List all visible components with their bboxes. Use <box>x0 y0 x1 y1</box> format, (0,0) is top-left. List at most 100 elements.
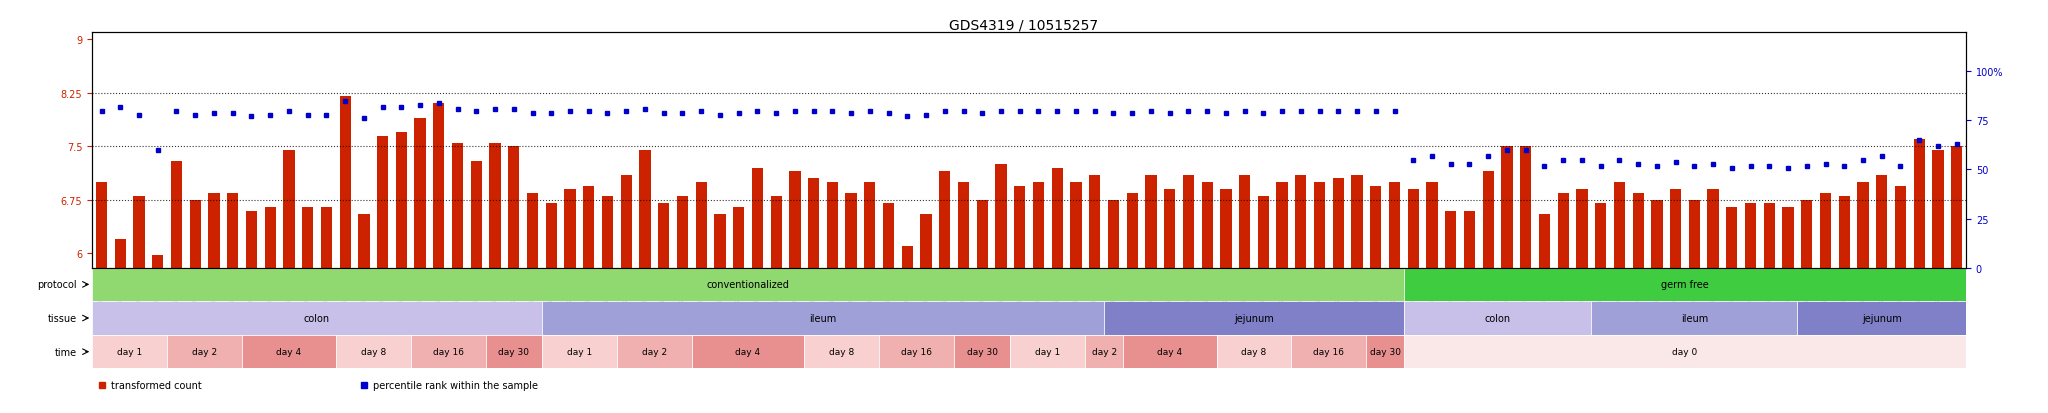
Bar <box>1425 183 1438 268</box>
FancyBboxPatch shape <box>168 335 242 369</box>
Bar <box>977 200 987 268</box>
Bar <box>1126 193 1139 268</box>
Bar <box>809 179 819 268</box>
Text: day 16: day 16 <box>1313 347 1343 356</box>
Bar <box>1276 183 1288 268</box>
FancyBboxPatch shape <box>1122 335 1217 369</box>
Bar <box>733 207 743 268</box>
Bar <box>1202 183 1212 268</box>
Bar <box>940 172 950 268</box>
Bar <box>1538 214 1550 268</box>
Bar <box>246 211 258 268</box>
FancyBboxPatch shape <box>242 335 336 369</box>
Text: colon: colon <box>303 313 330 323</box>
FancyBboxPatch shape <box>1798 301 1966 335</box>
Bar <box>639 150 651 268</box>
Bar <box>1370 186 1382 268</box>
FancyBboxPatch shape <box>1085 335 1122 369</box>
Text: day 2: day 2 <box>193 347 217 356</box>
Bar <box>1257 197 1270 268</box>
Text: day 30: day 30 <box>498 347 528 356</box>
Text: germ free: germ free <box>1661 280 1708 290</box>
Bar <box>1782 207 1794 268</box>
Bar <box>864 183 874 268</box>
Bar <box>995 165 1008 268</box>
Bar <box>1876 176 1888 268</box>
Bar <box>920 214 932 268</box>
Text: GDS4319 / 10515257: GDS4319 / 10515257 <box>950 19 1098 33</box>
Bar <box>1708 190 1718 268</box>
FancyBboxPatch shape <box>954 335 1010 369</box>
Bar <box>1839 197 1849 268</box>
Bar <box>322 207 332 268</box>
Text: transformed count: transformed count <box>111 380 201 390</box>
Text: tissue: tissue <box>47 313 78 323</box>
Bar <box>1163 190 1176 268</box>
Bar <box>434 104 444 268</box>
FancyBboxPatch shape <box>879 335 954 369</box>
Bar <box>170 161 182 268</box>
Bar <box>770 197 782 268</box>
Bar <box>883 204 895 268</box>
Bar <box>377 136 389 268</box>
Bar <box>453 143 463 268</box>
Text: day 1: day 1 <box>117 347 141 356</box>
Bar <box>1690 200 1700 268</box>
Bar <box>657 204 670 268</box>
Bar <box>1669 190 1681 268</box>
Bar <box>283 150 295 268</box>
Bar <box>1763 204 1776 268</box>
Bar <box>115 240 125 268</box>
FancyBboxPatch shape <box>692 335 805 369</box>
Bar <box>1970 190 1980 268</box>
Bar <box>1520 147 1532 268</box>
Bar <box>602 197 612 268</box>
Bar <box>1333 179 1343 268</box>
Bar <box>1952 147 1962 268</box>
Text: day 1: day 1 <box>1034 347 1061 356</box>
Bar <box>715 214 725 268</box>
FancyBboxPatch shape <box>616 335 692 369</box>
Bar <box>1821 193 1831 268</box>
FancyBboxPatch shape <box>1591 301 1798 335</box>
FancyBboxPatch shape <box>543 335 616 369</box>
Bar <box>1632 193 1645 268</box>
FancyBboxPatch shape <box>1366 335 1405 369</box>
Bar <box>1446 211 1456 268</box>
Text: day 4: day 4 <box>276 347 301 356</box>
Bar <box>545 204 557 268</box>
Bar <box>1933 150 1944 268</box>
Bar <box>1389 183 1401 268</box>
Bar <box>301 207 313 268</box>
Bar <box>395 133 408 268</box>
FancyBboxPatch shape <box>1010 335 1085 369</box>
FancyBboxPatch shape <box>336 335 412 369</box>
Bar <box>584 186 594 268</box>
Bar <box>788 172 801 268</box>
Bar <box>1294 176 1307 268</box>
Text: day 30: day 30 <box>967 347 997 356</box>
Bar <box>96 183 106 268</box>
FancyBboxPatch shape <box>485 335 543 369</box>
Text: ileum: ileum <box>809 313 838 323</box>
Bar <box>846 193 856 268</box>
FancyBboxPatch shape <box>1104 301 1405 335</box>
Bar <box>1352 176 1362 268</box>
FancyBboxPatch shape <box>543 301 1104 335</box>
Bar <box>471 161 481 268</box>
FancyBboxPatch shape <box>92 301 543 335</box>
Bar <box>1913 140 1925 268</box>
Bar <box>958 183 969 268</box>
FancyBboxPatch shape <box>1405 268 1966 301</box>
FancyBboxPatch shape <box>805 335 879 369</box>
Bar <box>1184 176 1194 268</box>
Text: day 2: day 2 <box>1092 347 1116 356</box>
FancyBboxPatch shape <box>412 335 485 369</box>
Bar <box>1800 200 1812 268</box>
Text: day 30: day 30 <box>1370 347 1401 356</box>
Bar <box>508 147 520 268</box>
Bar <box>1032 183 1044 268</box>
Text: day 4: day 4 <box>1157 347 1182 356</box>
Text: ileum: ileum <box>1681 313 1708 323</box>
Text: day 2: day 2 <box>641 347 668 356</box>
